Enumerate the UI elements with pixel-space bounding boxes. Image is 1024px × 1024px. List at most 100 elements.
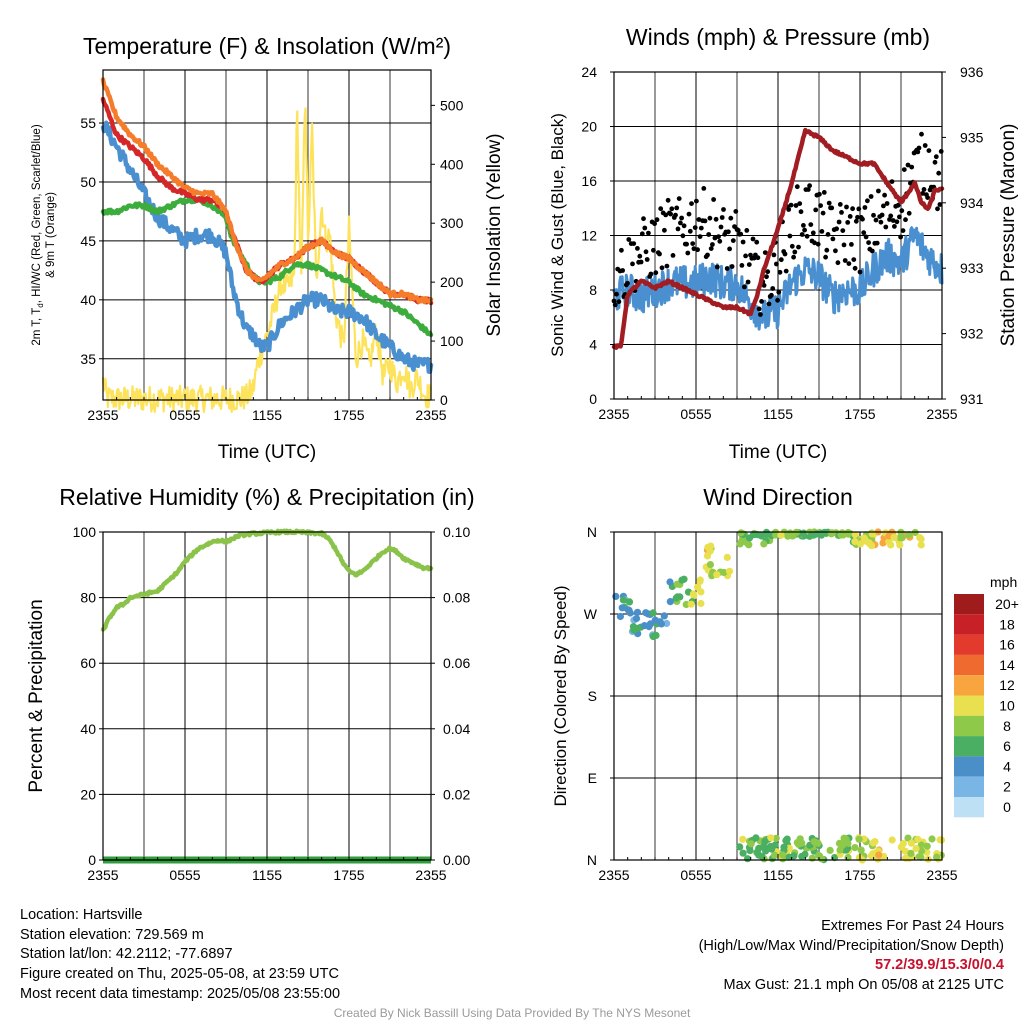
wind-gust-point <box>852 265 858 271</box>
wind-gust-point <box>739 263 745 268</box>
wind-gust-point <box>626 237 632 242</box>
wind-gust-point <box>631 241 637 247</box>
direction-point <box>871 838 879 846</box>
direction-point <box>907 849 915 858</box>
wind-gust-point <box>920 191 926 196</box>
wind-gust-point <box>869 248 875 254</box>
wind-gust-point <box>898 234 903 240</box>
wind-gust-point <box>724 266 730 271</box>
wind-gust-point <box>853 218 859 224</box>
wind-gust-point <box>895 202 901 208</box>
wind-gust-point <box>817 191 822 197</box>
wind-gust-point <box>845 220 851 225</box>
wind-gust-point <box>705 252 710 258</box>
legend-swatch <box>954 614 984 635</box>
direction-panel: Wind Direction 2355 0555 1155 1755 2355NESWN… <box>551 484 1019 883</box>
wind-gust-point <box>638 259 644 265</box>
legend-swatch <box>954 634 984 655</box>
x-tick-label: 2355 <box>598 406 629 422</box>
wind-gust-point <box>658 206 664 212</box>
direction-point <box>851 531 859 539</box>
y2-tick-label: 934 <box>960 195 984 211</box>
y2-tick-label: 300 <box>440 215 464 231</box>
direction-point <box>678 576 686 584</box>
direction-point <box>857 846 865 854</box>
wind-gust-point <box>691 246 697 252</box>
direction-point <box>772 834 780 842</box>
wind-gust-point <box>754 239 760 245</box>
wind-gust-point <box>637 253 643 259</box>
direction-point <box>782 837 790 845</box>
wind-gust-point <box>684 241 689 247</box>
wind-gust-point <box>695 247 700 253</box>
direction-point <box>696 577 704 586</box>
y2-tick-label: 0.00 <box>443 852 470 868</box>
y-tick-label: N <box>587 852 597 868</box>
wind-gust-point <box>797 201 803 207</box>
wind-gust-point <box>787 233 793 239</box>
wind-gust-point <box>744 228 750 233</box>
extremes-values: 57.2/39.9/15.3/0/0.4 <box>875 957 1004 974</box>
wind-gust-point <box>775 297 780 303</box>
y2-tick-label: 100 <box>440 333 464 349</box>
legend-label: 2 <box>1003 779 1011 795</box>
wind-gust-point <box>706 232 712 237</box>
y-tick-label: 40 <box>80 721 96 737</box>
direction-point <box>923 842 931 850</box>
direction-point <box>697 599 705 608</box>
extremes-info: Extremes For Past 24 Hours (High/Low/Max… <box>699 917 1004 996</box>
wind-gust-point <box>925 195 930 201</box>
wind-gust-point <box>641 216 646 222</box>
y2-tick-label: 935 <box>960 129 984 145</box>
wind-gust-point <box>866 240 871 246</box>
extremes-subheading: (High/Low/Max Wind/Precipitation/Snow De… <box>698 937 1004 954</box>
wind-gust-point <box>786 207 792 212</box>
direction-point <box>619 596 628 604</box>
station-info: Location: Hartsville Station elevation: … <box>20 906 340 1005</box>
wind-speed-line <box>612 226 944 331</box>
wind-gust-point <box>909 164 915 170</box>
x-tick-label: 1155 <box>763 867 793 883</box>
wind-gust-point <box>653 270 659 276</box>
wind-gust-point <box>680 233 686 239</box>
wind-gust-point <box>765 269 771 275</box>
wind-gust-point <box>770 286 776 291</box>
wind-gust-point <box>755 255 761 261</box>
wind-gust-point <box>674 205 680 211</box>
wind-gust-point <box>856 206 862 212</box>
wind-gust-point <box>922 143 928 148</box>
y2-tick-label: 0 <box>440 392 448 408</box>
x-tick-label: 1755 <box>844 867 875 883</box>
direction-point <box>672 594 680 602</box>
wind-gust-point <box>721 207 726 212</box>
legend-label: 10 <box>999 698 1015 714</box>
y-tick-label: 35 <box>80 351 96 367</box>
wind-gust-point <box>726 229 731 235</box>
direction-point <box>689 590 698 598</box>
direction-point <box>739 835 747 843</box>
wind-gust-point <box>783 268 789 274</box>
pressure-line <box>611 127 945 350</box>
wind-gust-point <box>689 201 694 207</box>
y-tick-label: 4 <box>589 337 597 353</box>
direction-point <box>778 851 787 859</box>
wind-gust-point <box>692 225 698 231</box>
y-tick-label: 0 <box>589 391 597 407</box>
wind-gust-point <box>716 234 721 240</box>
direction-ylabel-left: Direction (Colored By Speed) <box>551 585 570 806</box>
wind-gust-point <box>932 159 938 165</box>
temperature-ylabel-right: Solar Insolation (Yellow) <box>484 133 505 336</box>
wind-gust-point <box>799 232 805 237</box>
wind-gust-point <box>619 247 624 253</box>
wind-gust-point <box>935 206 940 212</box>
wind-gust-point <box>882 192 887 198</box>
wind-gust-point <box>921 187 927 192</box>
direction-point <box>801 850 809 859</box>
wind-gust-point <box>662 227 667 233</box>
x-tick-label: 2355 <box>598 867 629 883</box>
wind-gust-point <box>670 253 676 258</box>
wind-gust-point <box>678 220 683 226</box>
wind-gust-point <box>685 250 691 256</box>
direction-point <box>760 843 768 851</box>
direction-point <box>633 608 642 616</box>
